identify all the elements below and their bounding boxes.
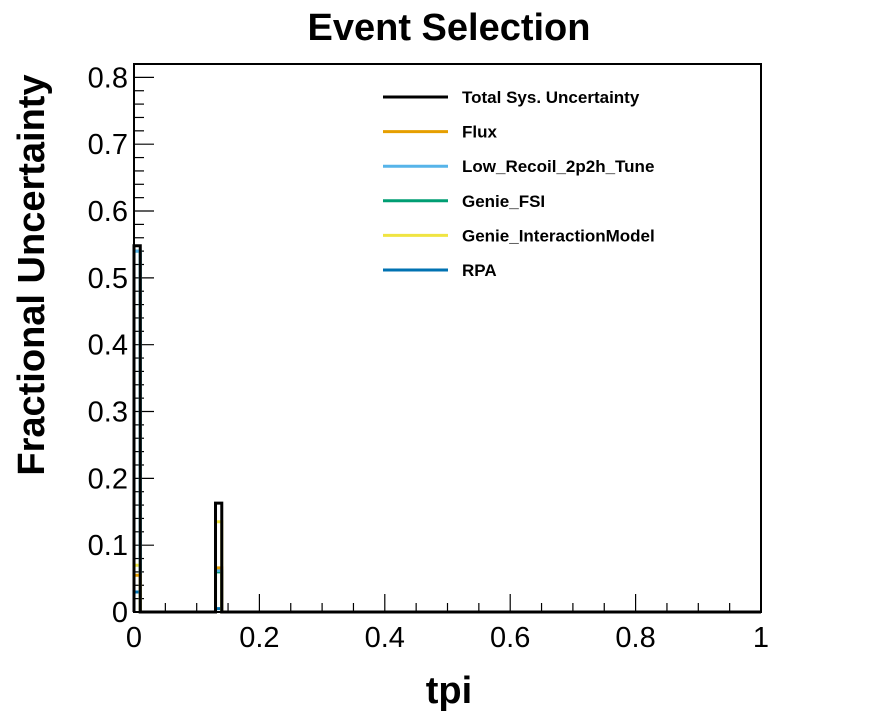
axis-tick-labels: 0 0.2 0.4 0.6 0.8 1 0 0.1 0.2 0.3 0.4 0.5 0.6 0.7 0.8: [88, 62, 769, 654]
data-series: [132, 244, 761, 614]
y-tick-label: 0.7: [88, 129, 128, 161]
x-axis-title: tpi: [426, 670, 472, 712]
x-tick-label: 0.6: [490, 622, 530, 654]
legend: Total Sys. Uncertainty Flux Low_Recoil_2p2…: [383, 88, 655, 280]
axis-ticks: [133, 63, 762, 613]
x-tick-label: 0.4: [365, 622, 405, 654]
legend-label-1: Flux: [462, 123, 497, 142]
y-tick-label: 0.6: [88, 196, 128, 228]
series-line-2: [132, 249, 761, 614]
series-line-3: [132, 249, 761, 614]
y-axis-title: Fractional Uncertainty: [11, 74, 53, 475]
series-line-4: [132, 520, 761, 614]
y-tick-label: 0.8: [88, 62, 128, 94]
chart-title: Event Selection: [308, 7, 591, 49]
legend-label-3: Genie_FSI: [462, 192, 545, 211]
legend-label-2: Low_Recoil_2p2h_Tune: [462, 157, 654, 176]
y-tick-label: 0.4: [88, 330, 128, 362]
series-line-0: [132, 244, 761, 614]
y-tick-label: 0.2: [88, 463, 128, 495]
y-tick-label: 0.1: [88, 530, 128, 562]
x-tick-label: 0.2: [239, 622, 279, 654]
y-tick-label: 0.3: [88, 397, 128, 429]
legend-label-4: Genie_InteractionModel: [462, 226, 655, 245]
x-tick-label: 1: [753, 622, 769, 654]
x-tick-label: 0: [126, 622, 142, 654]
y-tick-label: 0: [112, 597, 128, 629]
x-tick-label: 0.8: [615, 622, 655, 654]
plot-frame: [133, 63, 762, 613]
y-tick-label: 0.5: [88, 263, 128, 295]
legend-label-0: Total Sys. Uncertainty: [462, 88, 640, 107]
legend-label-5: RPA: [462, 261, 497, 280]
